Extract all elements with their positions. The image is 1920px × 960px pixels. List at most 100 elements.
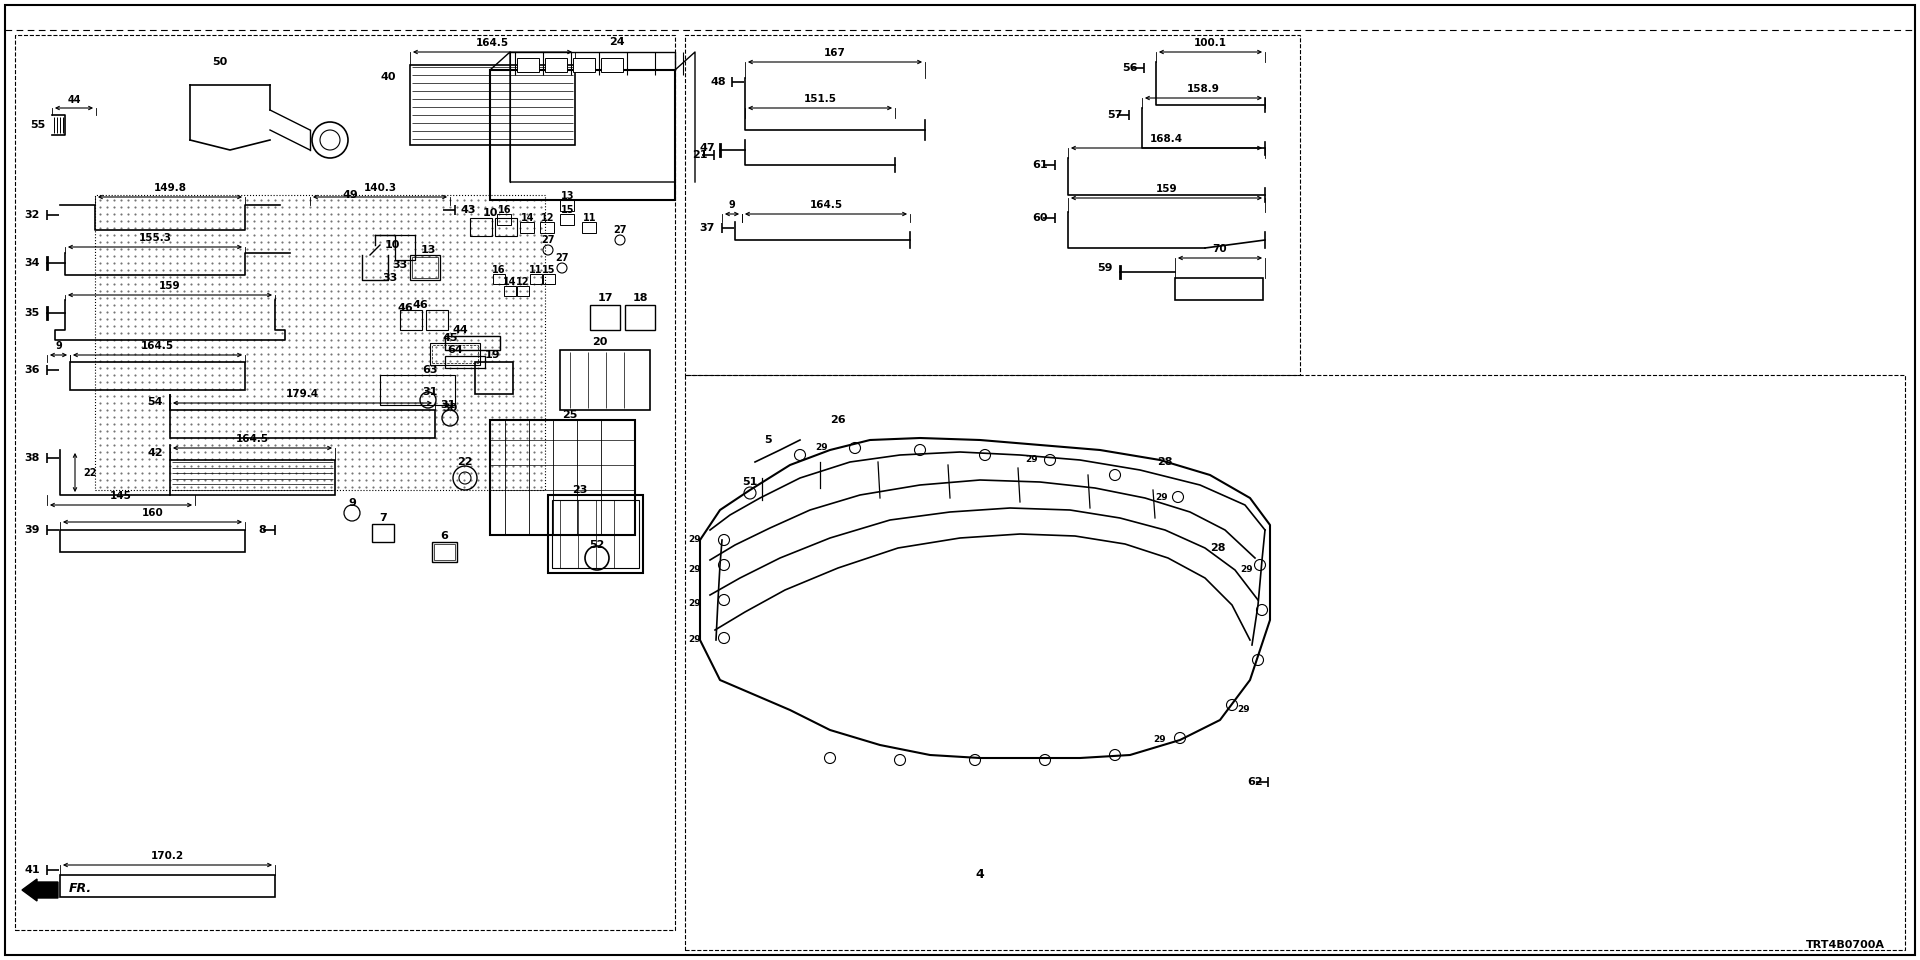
Text: 51: 51 bbox=[743, 477, 758, 487]
Text: 14: 14 bbox=[503, 277, 516, 287]
Bar bbox=[516, 286, 530, 296]
Text: 16: 16 bbox=[492, 265, 505, 275]
Text: 42: 42 bbox=[148, 448, 163, 458]
Text: 29: 29 bbox=[689, 565, 701, 574]
Bar bbox=[60, 875, 275, 897]
Bar bbox=[470, 218, 492, 236]
Text: 59: 59 bbox=[1096, 263, 1114, 273]
Text: 167: 167 bbox=[824, 48, 847, 58]
Text: 7: 7 bbox=[378, 513, 386, 523]
Bar bbox=[547, 495, 643, 573]
Text: 55: 55 bbox=[31, 120, 46, 130]
Bar bbox=[490, 420, 636, 535]
Bar bbox=[1175, 278, 1263, 300]
Text: 149.8: 149.8 bbox=[154, 183, 186, 193]
Bar bbox=[540, 222, 555, 233]
Text: 64: 64 bbox=[447, 345, 463, 355]
Text: 29: 29 bbox=[689, 598, 701, 608]
Bar bbox=[520, 222, 534, 233]
Bar bbox=[626, 305, 655, 330]
Text: 168.4: 168.4 bbox=[1150, 134, 1183, 144]
Text: 70: 70 bbox=[1213, 244, 1227, 254]
Text: 33: 33 bbox=[392, 260, 407, 270]
Text: TRT4B0700A: TRT4B0700A bbox=[1807, 940, 1885, 950]
Text: 23: 23 bbox=[572, 485, 588, 495]
Text: 11: 11 bbox=[584, 213, 597, 223]
Text: 9: 9 bbox=[348, 498, 355, 508]
Text: 160: 160 bbox=[142, 508, 163, 518]
Text: 159: 159 bbox=[1156, 184, 1177, 194]
Text: 49: 49 bbox=[342, 190, 357, 200]
Text: 151.5: 151.5 bbox=[803, 94, 837, 104]
Text: 100.1: 100.1 bbox=[1194, 38, 1227, 48]
Text: 43: 43 bbox=[461, 205, 476, 215]
Bar bbox=[432, 542, 457, 562]
Bar bbox=[497, 214, 511, 225]
Text: 29: 29 bbox=[1025, 455, 1039, 465]
Text: 37: 37 bbox=[699, 223, 714, 233]
Text: 8: 8 bbox=[257, 525, 265, 535]
Bar bbox=[94, 195, 545, 490]
Bar bbox=[589, 305, 620, 330]
Text: 5: 5 bbox=[764, 435, 772, 445]
Text: 44: 44 bbox=[451, 325, 468, 335]
Bar bbox=[530, 274, 541, 284]
Bar bbox=[553, 500, 639, 568]
Text: 15: 15 bbox=[561, 205, 574, 215]
Text: 47: 47 bbox=[699, 143, 714, 153]
Text: 19: 19 bbox=[484, 350, 499, 360]
Text: 25: 25 bbox=[563, 410, 578, 420]
Text: 6: 6 bbox=[440, 531, 447, 541]
Bar bbox=[426, 310, 447, 330]
Text: 35: 35 bbox=[25, 308, 40, 318]
Text: 34: 34 bbox=[25, 258, 40, 268]
Text: 13: 13 bbox=[420, 245, 436, 255]
Bar bbox=[445, 356, 486, 368]
Text: 48: 48 bbox=[710, 77, 726, 87]
Text: 24: 24 bbox=[609, 37, 624, 47]
Bar bbox=[545, 58, 566, 72]
Text: 159: 159 bbox=[159, 281, 180, 291]
Text: 40: 40 bbox=[380, 72, 396, 82]
Bar bbox=[572, 58, 595, 72]
Text: 29: 29 bbox=[1156, 492, 1167, 501]
Bar bbox=[171, 410, 436, 438]
Text: 164.5: 164.5 bbox=[476, 38, 509, 48]
Text: 16: 16 bbox=[499, 205, 513, 215]
Text: 179.4: 179.4 bbox=[286, 389, 319, 399]
Text: 18: 18 bbox=[632, 293, 647, 303]
Text: 9: 9 bbox=[56, 341, 61, 351]
Text: 164.5: 164.5 bbox=[140, 341, 175, 351]
Text: 46: 46 bbox=[397, 303, 413, 313]
Text: 32: 32 bbox=[25, 210, 40, 220]
Text: 21: 21 bbox=[693, 150, 708, 160]
Text: 31: 31 bbox=[422, 387, 438, 397]
Text: 12: 12 bbox=[516, 277, 530, 287]
Text: 57: 57 bbox=[1108, 110, 1123, 120]
Bar bbox=[171, 460, 334, 495]
Bar bbox=[601, 58, 622, 72]
Bar bbox=[561, 350, 651, 410]
Text: 17: 17 bbox=[597, 293, 612, 303]
Text: 155.3: 155.3 bbox=[138, 233, 171, 243]
Text: 28: 28 bbox=[1158, 457, 1173, 467]
Bar bbox=[15, 35, 676, 930]
Text: 15: 15 bbox=[541, 265, 555, 275]
Bar bbox=[561, 214, 574, 225]
Text: 4: 4 bbox=[975, 869, 985, 881]
Bar bbox=[69, 362, 246, 390]
Bar bbox=[685, 375, 1905, 950]
Bar bbox=[561, 200, 574, 211]
Text: 62: 62 bbox=[1248, 777, 1263, 787]
Text: 13: 13 bbox=[561, 191, 574, 201]
Text: 41: 41 bbox=[25, 865, 40, 875]
Bar bbox=[490, 70, 676, 200]
Text: 12: 12 bbox=[541, 213, 555, 223]
Text: 38: 38 bbox=[25, 453, 40, 463]
Text: 39: 39 bbox=[25, 525, 40, 535]
Text: 52: 52 bbox=[589, 540, 605, 550]
Text: 26: 26 bbox=[829, 415, 847, 425]
Text: 54: 54 bbox=[148, 397, 163, 407]
Text: 44: 44 bbox=[67, 95, 81, 105]
Bar bbox=[432, 345, 478, 363]
